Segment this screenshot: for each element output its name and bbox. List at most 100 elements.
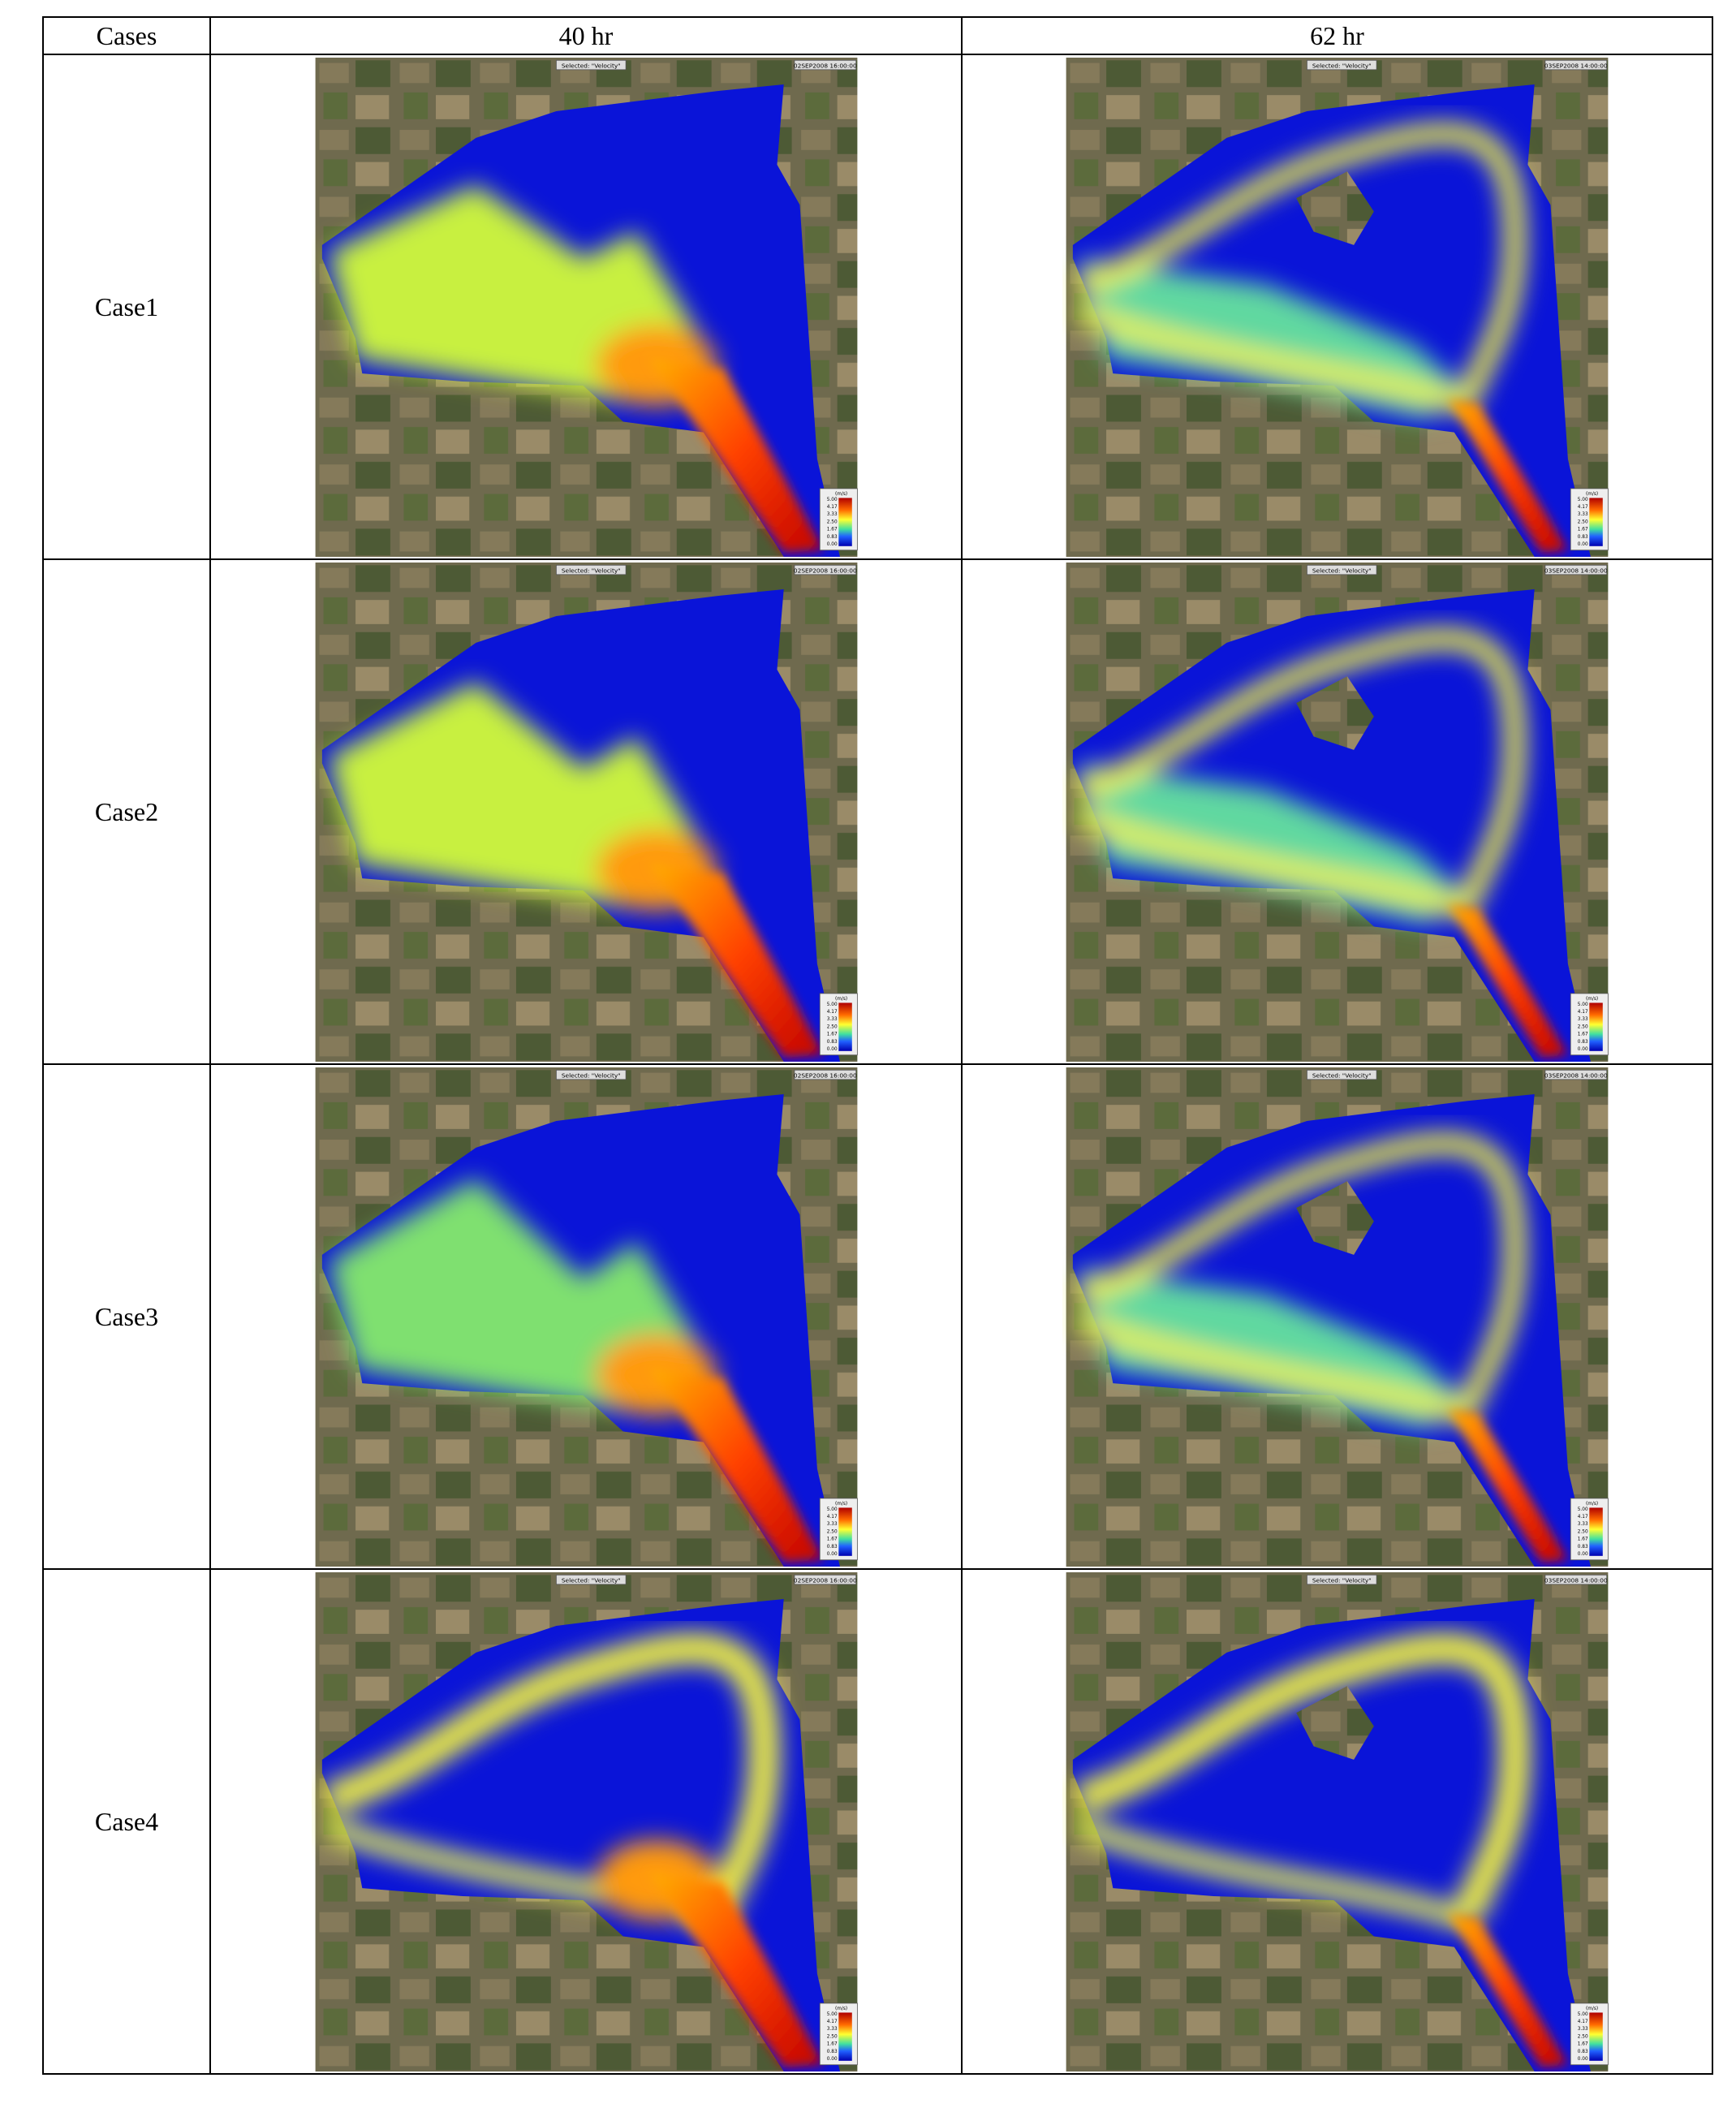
legend-value: 0.00 — [1578, 1552, 1588, 1557]
legend-value: 2.50 — [1578, 1529, 1588, 1534]
selected-label: Selected: "Velocity" — [1312, 1576, 1372, 1584]
flow-field — [1073, 1132, 1526, 1429]
legend-unit: (m/s) — [1586, 1502, 1598, 1507]
legend-value: 0.83 — [826, 1544, 837, 1549]
velocity-map: Selected: "Velocity" 02SEP2008 16:00:00 (m… — [315, 1571, 858, 2071]
flow-band — [1072, 1632, 1531, 1924]
legend-gradient — [1589, 1507, 1603, 1556]
legend-value: 0.00 — [1578, 542, 1588, 547]
legend-gradient — [1589, 2011, 1603, 2061]
legend-value: 0.83 — [1578, 534, 1588, 539]
header-cell: 40 hr — [209, 16, 963, 55]
selected-box — [555, 564, 627, 575]
flow-band — [1073, 806, 1474, 922]
case-row: Case1 Selected: "Velocity" 02SEP2008 16:00… — [42, 54, 1713, 560]
legend-value: 4.17 — [826, 2019, 837, 2024]
channel — [649, 1368, 824, 1563]
legend-value: 1.67 — [1578, 1537, 1588, 1541]
timestamp-box — [793, 1069, 856, 1080]
case-label: Case2 — [42, 558, 211, 1065]
legend-unit: (m/s) — [835, 492, 847, 497]
legend-value: 1.67 — [826, 527, 837, 532]
legend-unit: (m/s) — [835, 997, 847, 1002]
selected-label: Selected: "Velocity" — [1312, 62, 1372, 69]
case-row: Case2 Selected: "Velocity" 02SEP2008 16:00… — [42, 558, 1713, 1065]
legend-value: 0.83 — [1578, 1039, 1588, 1044]
channel — [649, 358, 824, 553]
legend-value: 5.00 — [826, 497, 837, 502]
legend-value: 5.00 — [1578, 1002, 1588, 1007]
legend-value: 1.67 — [1578, 527, 1588, 532]
case-row: Case4 Selected: "Velocity" 02SEP2008 16:00… — [42, 1568, 1713, 2075]
selected-box — [555, 1069, 627, 1080]
image-cell: Selected: "Velocity" 02SEP2008 16:00:00 (m… — [209, 1568, 963, 2075]
legend-value: 3.33 — [1578, 1522, 1588, 1527]
legend-unit: (m/s) — [835, 1502, 847, 1507]
legend-value: 4.17 — [1578, 1009, 1588, 1014]
timestamp: 03SEP2008 14:00:00 — [1544, 567, 1608, 574]
flow-field — [1073, 627, 1526, 924]
legend-value: 3.33 — [1578, 2027, 1588, 2032]
flow-field — [1072, 1632, 1531, 1932]
timestamp: 03SEP2008 14:00:00 — [1544, 62, 1608, 69]
selected-label: Selected: "Velocity" — [561, 1071, 620, 1079]
legend-value: 3.33 — [1578, 1017, 1588, 1022]
legend-gradient — [838, 497, 852, 546]
image-cell: Selected: "Velocity" 02SEP2008 16:00:00 (m… — [209, 1063, 963, 1570]
legend-value: 1.67 — [826, 1032, 837, 1037]
timestamp: 02SEP2008 16:00:00 — [793, 567, 856, 574]
case-label: Case3 — [42, 1063, 211, 1570]
legend-value: 2.50 — [826, 519, 837, 524]
legend-unit: (m/s) — [1586, 492, 1598, 497]
selected-label: Selected: "Velocity" — [561, 567, 620, 574]
legend-gradient — [838, 1507, 852, 1556]
legend-value: 0.83 — [826, 2049, 837, 2054]
channel — [1447, 1408, 1568, 1563]
legend-value: 2.50 — [826, 1024, 837, 1029]
flow-band — [1073, 301, 1474, 417]
legend-gradient — [1589, 1002, 1603, 1051]
legend-unit: (m/s) — [1586, 997, 1598, 1002]
channel — [649, 1873, 824, 2067]
legend-value: 4.17 — [826, 1009, 837, 1014]
channel — [1447, 903, 1568, 1058]
velocity-map: Selected: "Velocity" 03SEP2008 14:00:00 (m… — [1066, 1571, 1609, 2071]
flow-band — [1074, 627, 1526, 912]
channel — [1447, 1912, 1568, 2067]
velocity-map: Selected: "Velocity" 03SEP2008 14:00:00 (m… — [1066, 562, 1609, 1062]
flow-band — [1074, 1132, 1526, 1417]
selected-label: Selected: "Velocity" — [1312, 1071, 1372, 1079]
legend-value: 4.17 — [826, 1514, 837, 1519]
velocity-map: Selected: "Velocity" 03SEP2008 14:00:00 (m… — [1066, 1067, 1609, 1567]
legend-value: 0.83 — [826, 534, 837, 539]
timestamp-box — [1544, 1574, 1608, 1584]
timestamp: 03SEP2008 14:00:00 — [1544, 1576, 1608, 1584]
timestamp-box — [1544, 564, 1608, 575]
legend-unit: (m/s) — [835, 2007, 847, 2011]
channel — [1447, 398, 1568, 553]
legend-value: 1.67 — [826, 1537, 837, 1541]
header-cell: Cases — [42, 16, 211, 55]
legend-value: 5.00 — [1578, 497, 1588, 502]
selected-box — [1306, 59, 1377, 70]
water-area — [1072, 1598, 1591, 2071]
legend-value: 3.33 — [826, 512, 837, 517]
legend-value: 0.00 — [1578, 1047, 1588, 1052]
selected-label: Selected: "Velocity" — [1312, 567, 1372, 574]
island — [1296, 1685, 1374, 1760]
case-label: Case1 — [42, 54, 211, 560]
legend-value: 0.83 — [1578, 1544, 1588, 1549]
legend-value: 3.33 — [826, 2027, 837, 2032]
flow-band — [321, 1632, 781, 1924]
flow-field — [1073, 123, 1526, 419]
image-cell: Selected: "Velocity" 02SEP2008 16:00:00 (m… — [209, 54, 963, 560]
legend-value: 1.67 — [1578, 1032, 1588, 1037]
image-cell: Selected: "Velocity" 02SEP2008 16:00:00 (m… — [209, 558, 963, 1065]
flow-band — [1073, 1816, 1474, 1932]
selected-label: Selected: "Velocity" — [561, 62, 620, 69]
legend-value: 3.33 — [1578, 512, 1588, 517]
header-cell: 62 hr — [961, 16, 1713, 55]
legend-value: 5.00 — [1578, 2011, 1588, 2016]
flow-band — [1073, 1311, 1474, 1427]
velocity-map: Selected: "Velocity" 02SEP2008 16:00:00 (m… — [315, 57, 858, 557]
